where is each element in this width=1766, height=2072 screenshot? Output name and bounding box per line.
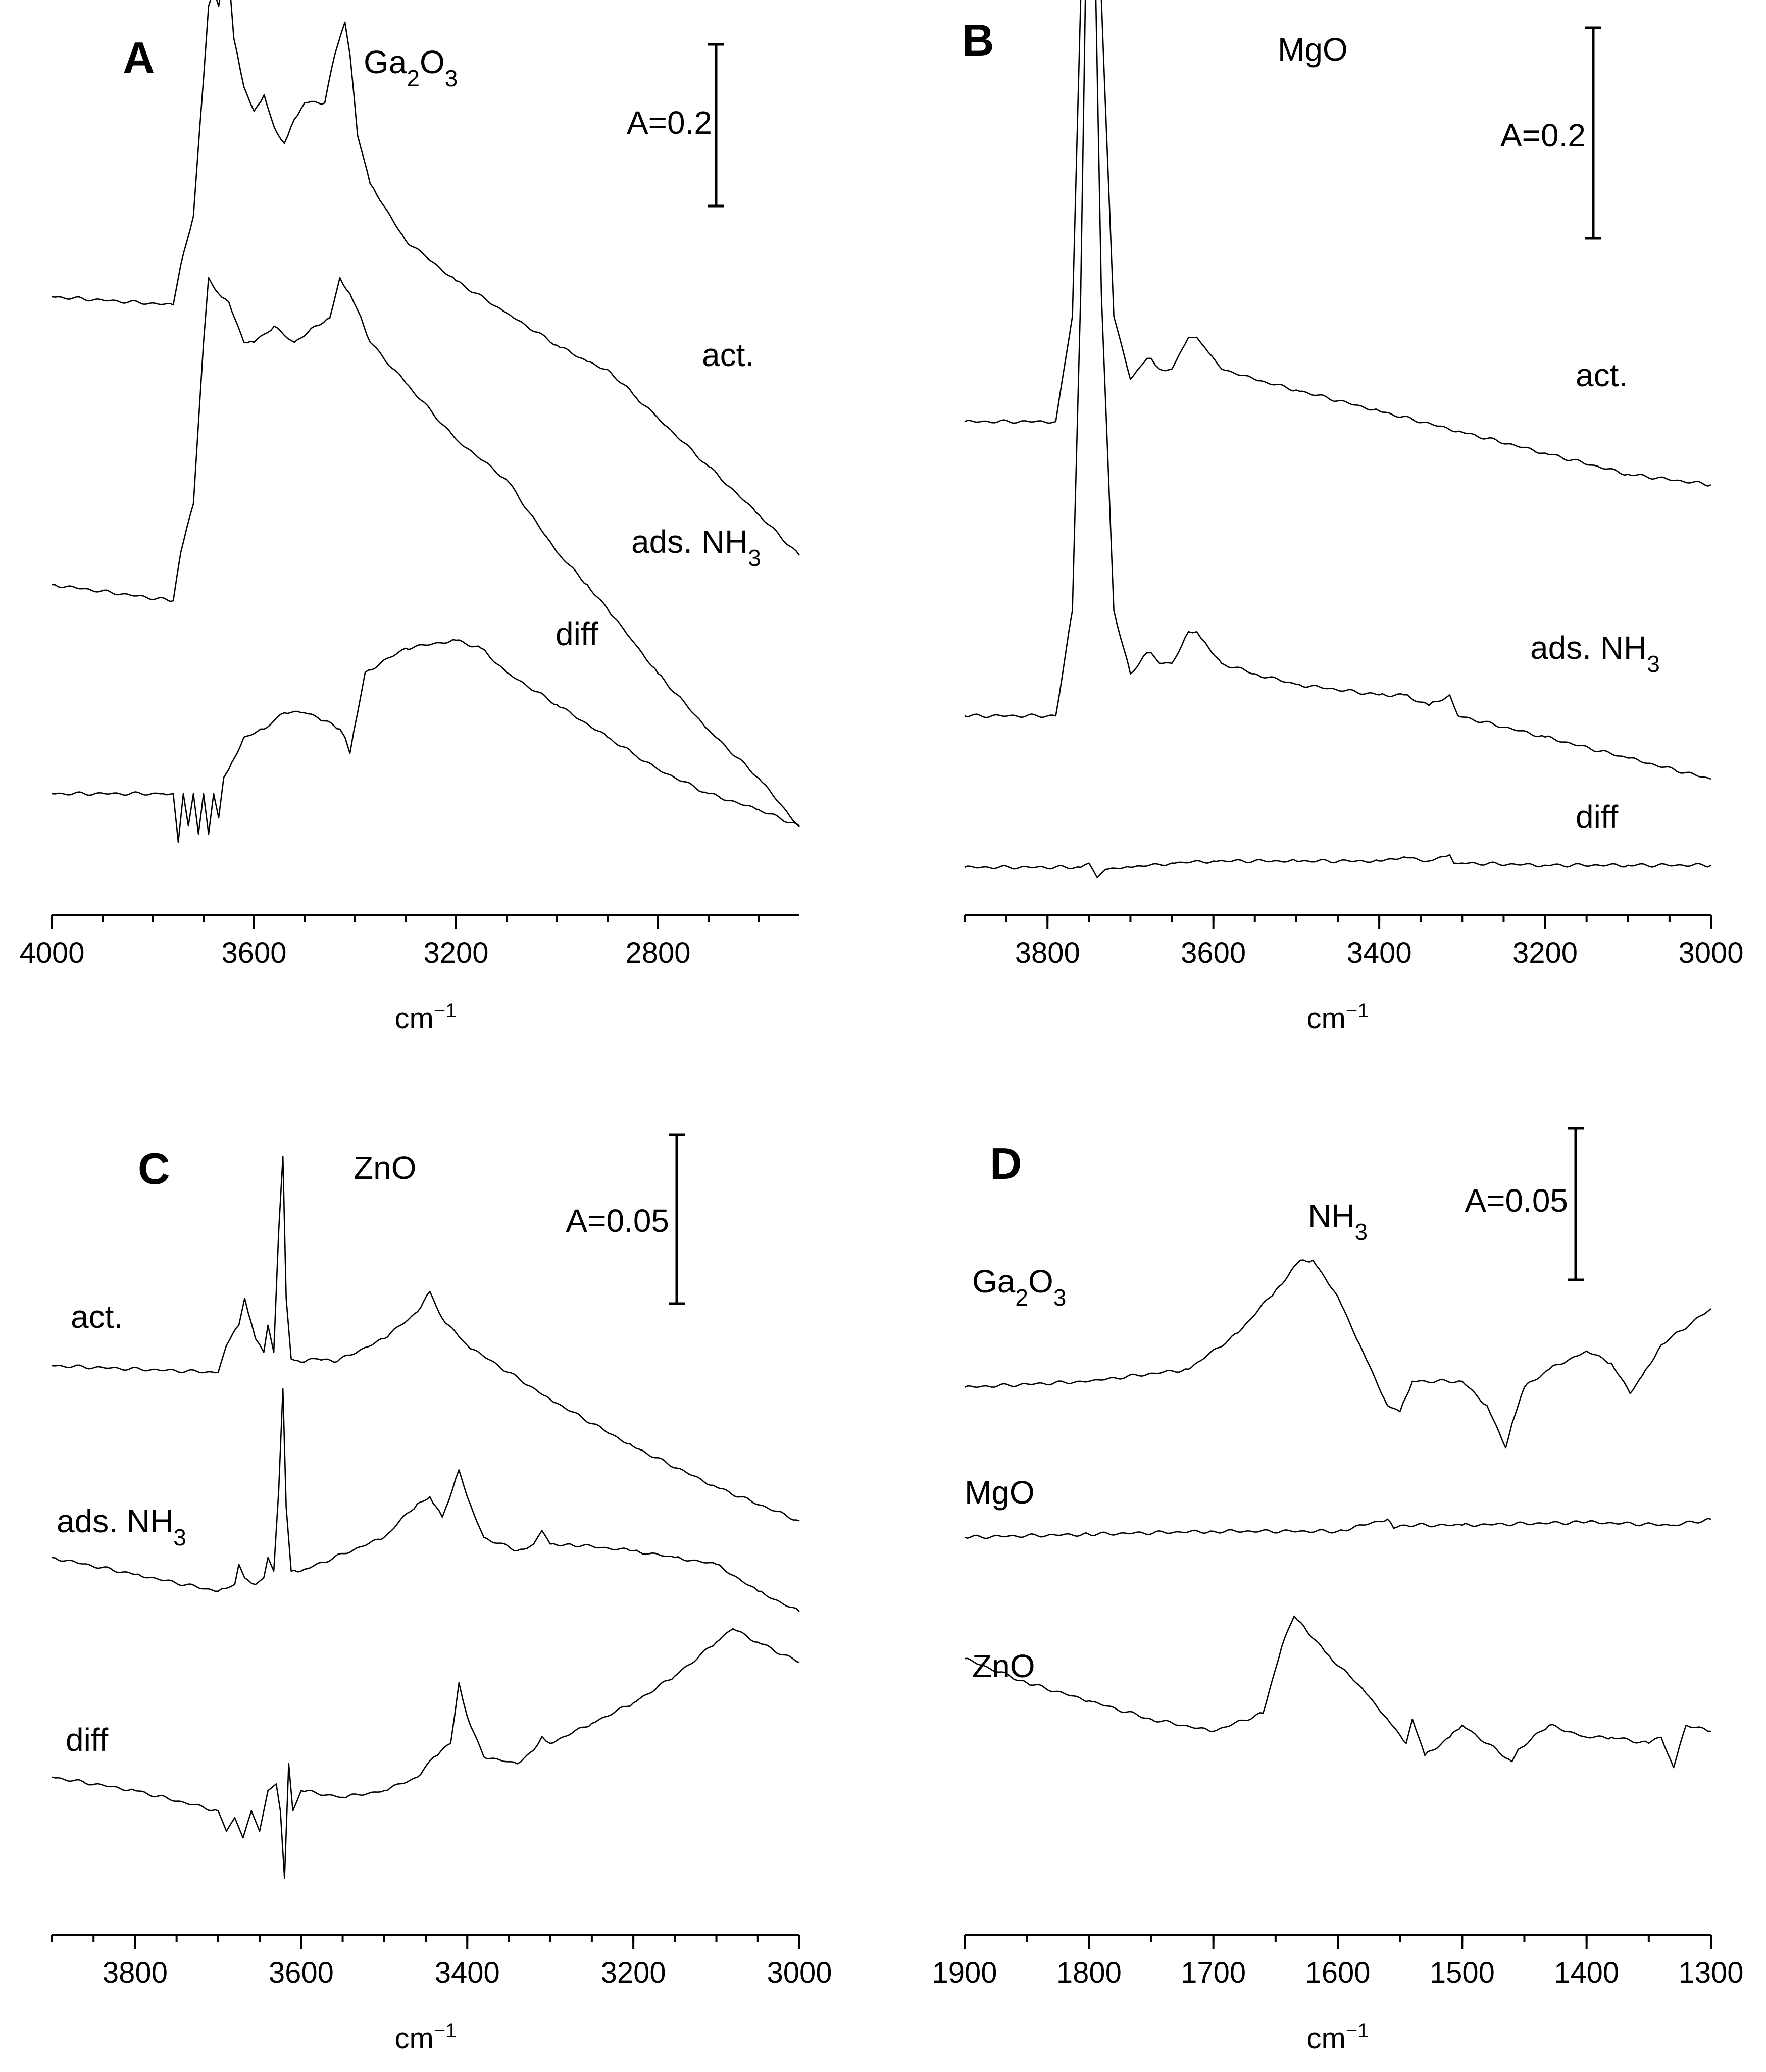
series-line-ads-nh3	[52, 1388, 800, 1612]
series-label: ads. NH3	[1530, 630, 1660, 677]
x-tick-label: 3600	[1181, 937, 1246, 969]
series-label: ads. NH3	[57, 1503, 186, 1550]
scale-bar	[1585, 26, 1601, 240]
panel-b: B MgO A=0.2 3800 3600 3400 3200 3000 cm−1 act. ads…	[962, 0, 1744, 1035]
x-tick-label: 3000	[1678, 937, 1743, 969]
scale-bar	[1568, 1127, 1584, 1281]
scale-bar	[669, 1133, 685, 1305]
x-tick-label: 3400	[1347, 937, 1412, 969]
x-tick-label: 3200	[1512, 937, 1578, 969]
series-line-ga2o3	[964, 1259, 1711, 1449]
x-axis-title: cm−1	[395, 2019, 457, 2055]
series-label: diff	[1576, 799, 1618, 835]
x-tick-label: 3600	[221, 937, 286, 969]
panel-letter: A	[123, 33, 155, 83]
x-axis-title: cm−1	[1307, 2019, 1369, 2055]
panel-d: D NH3 A=0.05 1900 1800 1700 1600 1500 1400 1300 cm…	[932, 1127, 1744, 2055]
x-tick-label: 1900	[932, 1956, 997, 1989]
scale-bar-label: A=0.2	[1500, 117, 1586, 153]
series-line-ads-nh3	[964, 0, 1711, 780]
panel-title: NH3	[1308, 1198, 1368, 1245]
x-tick-label: 1700	[1181, 1956, 1246, 1989]
x-tick-label: 1800	[1056, 1956, 1122, 1989]
series-label: diff	[556, 616, 598, 652]
series-label: MgO	[965, 1474, 1035, 1511]
x-tick-label: 4000	[19, 937, 84, 969]
series-label: Ga2O3	[972, 1263, 1066, 1311]
x-tick-label: 1400	[1554, 1956, 1619, 1989]
panel-title: Ga2O3	[364, 44, 458, 91]
panel-a: A Ga2O3 A=0.2 4000 3600 3200 2800 cm−1 act. ads. …	[19, 0, 800, 1035]
x-tick-label: 3200	[601, 1956, 666, 1989]
x-tick-label: 1500	[1430, 1956, 1495, 1989]
x-tick-label: 3600	[269, 1956, 334, 1989]
scale-bar-label: A=0.05	[1465, 1182, 1568, 1219]
x-tick-label: 1300	[1678, 1956, 1743, 1989]
series-line-diff	[52, 639, 800, 843]
series-label: act.	[71, 1299, 123, 1335]
series-label: ads. NH3	[631, 524, 761, 571]
panel-letter: C	[138, 1144, 170, 1194]
x-tick-label: 3200	[423, 937, 488, 969]
panel-c: C ZnO A=0.05 3800 3600 3400 3200 3000 cm−1 act. ad…	[51, 1133, 832, 2055]
series-line-mgo	[964, 1518, 1711, 1539]
panel-letter: B	[962, 15, 994, 65]
series-line-act-	[52, 0, 800, 556]
panel-letter: D	[990, 1138, 1022, 1188]
series-line-diff	[52, 1628, 800, 1879]
x-tick-label: 3000	[767, 1956, 832, 1989]
x-tick-label: 3800	[1015, 937, 1080, 969]
series-label: act.	[1576, 357, 1628, 393]
series-line-act-	[52, 1156, 800, 1522]
scale-bar-label: A=0.05	[566, 1203, 669, 1239]
x-tick-label: 1600	[1305, 1956, 1370, 1989]
series-line-act-	[964, 0, 1711, 487]
series-label: diff	[66, 1722, 108, 1758]
scale-bar	[708, 43, 724, 208]
series-line-zno	[964, 1615, 1711, 1769]
panel-title: ZnO	[354, 1150, 416, 1186]
x-tick-label: 2800	[625, 937, 690, 969]
scale-bar-label: A=0.2	[627, 105, 712, 141]
series-line-ads-nh3	[52, 277, 800, 827]
series-line-diff	[964, 854, 1711, 879]
x-tick-label: 3400	[435, 1956, 500, 1989]
panel-title: MgO	[1278, 31, 1348, 68]
x-axis-title: cm−1	[395, 1000, 457, 1035]
series-label: ZnO	[972, 1648, 1035, 1684]
x-tick-label: 3800	[103, 1956, 168, 1989]
series-label: act.	[702, 337, 754, 373]
x-axis-title: cm−1	[1307, 1000, 1369, 1035]
